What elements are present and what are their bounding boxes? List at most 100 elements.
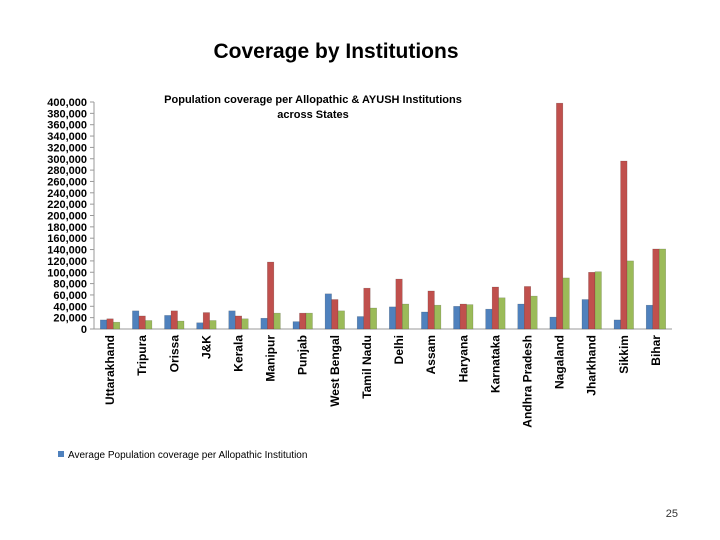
bar [498,297,506,330]
y-tick-label: 160,000 [47,233,87,245]
y-tick-label: 360,000 [47,120,87,132]
bar [177,320,185,330]
bar [645,304,653,330]
bar [196,322,204,330]
bar [369,307,377,330]
bar [170,310,178,330]
y-tick-label: 100,000 [47,267,87,279]
chart-title: Population coverage per Allopathic & AYU… [164,94,462,121]
bar [626,260,634,330]
x-axis: Uttarakhand Tripura Orissa J&K Kerala Manipur… [94,328,672,428]
y-tick-label: 220,000 [47,199,87,211]
bar [292,321,300,330]
chart-title-line: across States [277,109,349,121]
bar [305,312,313,330]
legend-label: Average Population coverage per Allopath… [68,450,307,461]
y-tick-label: 180,000 [47,222,87,234]
bar [241,318,249,330]
bar [337,310,345,330]
bar [581,299,589,330]
bar [562,277,570,330]
legend-swatch [58,451,64,457]
bar [427,290,435,330]
y-tick-label: 60,000 [53,290,87,302]
y-tick-label: 140,000 [47,245,87,257]
legend: Average Population coverage per Allopath… [58,450,307,461]
bar [556,102,564,330]
x-tick-label: Kerala [232,335,246,372]
x-tick-label: Bihar [649,335,663,366]
y-tick-label: 280,000 [47,165,87,177]
bar [356,316,364,330]
x-tick-label: Punjab [296,335,310,375]
x-tick-label: Assam [424,335,438,374]
bar [491,286,499,330]
y-tick-label: 340,000 [47,131,87,143]
bar [209,320,217,330]
y-tick-label: 380,000 [47,108,87,120]
y-tick-label: 120,000 [47,256,87,268]
x-tick-label: West Bengal [328,335,342,407]
bar [613,319,621,330]
bar [453,306,461,330]
bar [524,286,531,330]
bar [658,248,666,330]
bar [652,248,660,330]
x-tick-label: Tamil Nadu [360,335,374,399]
bar [549,316,557,330]
bar [434,304,442,330]
bar [459,303,467,330]
y-tick-label: 40,000 [53,301,87,313]
x-tick-label: Nagaland [553,335,567,389]
page-number: 25 [665,508,678,520]
bar [267,261,275,330]
bar [395,278,403,330]
bar [402,303,410,330]
x-tick-label: Karnataka [488,335,502,393]
bar [100,319,108,330]
bar [363,287,371,330]
bar [235,315,242,330]
bar [517,303,525,330]
bar [260,317,268,330]
bar [331,299,339,330]
bar [228,310,236,330]
bar [164,315,172,330]
x-tick-label: Jharkhand [585,335,599,396]
bar [421,311,429,330]
y-tick-label: 20,000 [53,313,87,325]
bar [620,160,628,330]
bar [273,312,281,330]
y-tick-label: 200,000 [47,211,87,223]
bar [202,312,210,330]
y-tick-label: 240,000 [47,188,87,200]
y-tick-label: 400,000 [47,97,87,109]
slide-title: Coverage by Institutions [213,40,459,63]
bar [113,321,121,330]
x-tick-label: Andhra Pradesh [521,335,535,428]
x-tick-label: Uttarakhand [103,335,117,405]
x-tick-label: Delhi [392,335,406,364]
x-tick-label: Orissa [167,335,181,373]
bar [106,318,114,330]
bar [138,315,146,330]
bar [530,295,538,330]
bar [324,293,332,330]
chart-title-line: Population coverage per Allopathic & AYU… [164,94,462,106]
bar [466,304,474,330]
y-tick-label: 0 [81,324,87,336]
y-tick-label: 260,000 [47,176,87,188]
x-tick-label: Tripura [135,335,149,376]
x-tick-label: Haryana [456,335,470,383]
bar [485,308,493,330]
y-axis: 020,00040,00060,00080,000100,000120,0001… [47,97,95,336]
y-tick-label: 80,000 [53,279,87,291]
bar [299,312,307,330]
bar [594,271,602,330]
x-tick-label: Sikkim [617,335,631,374]
x-tick-label: Manipur [264,335,278,382]
y-tick-label: 300,000 [47,154,87,166]
bar [588,272,596,330]
bar [132,310,140,330]
